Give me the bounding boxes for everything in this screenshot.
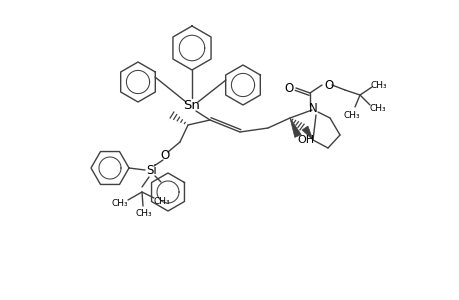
Text: Sn: Sn — [183, 98, 200, 112]
Text: N: N — [308, 101, 317, 115]
Text: OH: OH — [297, 135, 314, 145]
Text: O: O — [160, 148, 169, 161]
Text: CH₃: CH₃ — [370, 80, 386, 89]
Polygon shape — [289, 118, 301, 137]
Text: O: O — [284, 82, 293, 94]
Text: CH₃: CH₃ — [343, 110, 359, 119]
Polygon shape — [302, 126, 312, 140]
Text: CH₃: CH₃ — [153, 196, 170, 206]
Text: CH₃: CH₃ — [112, 200, 128, 208]
Text: CH₃: CH₃ — [369, 103, 386, 112]
Text: Si: Si — [146, 164, 157, 176]
Text: O: O — [324, 79, 333, 92]
Text: CH₃: CH₃ — [135, 209, 152, 218]
